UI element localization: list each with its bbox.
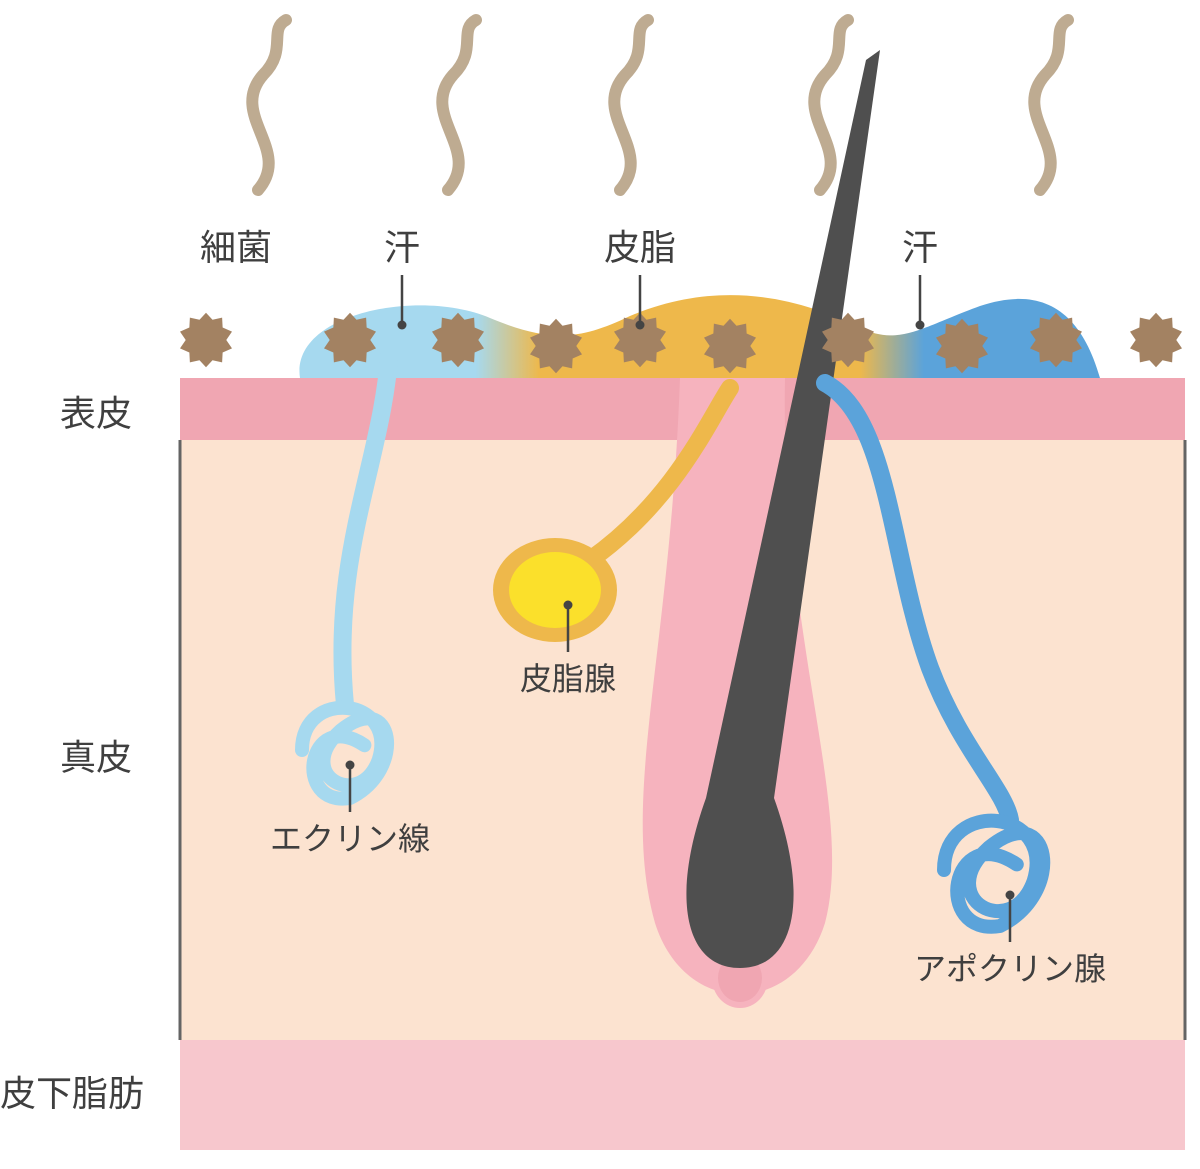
leader-dot <box>916 321 925 330</box>
label-eccrine: エクリン線 <box>270 814 430 860</box>
odor-wave <box>442 20 476 190</box>
label-bacteria: 細菌 <box>200 219 272 271</box>
label-sweat-right: 汗 <box>902 219 938 271</box>
bacteria-icon <box>180 313 232 368</box>
odor-wave <box>614 20 648 190</box>
label-epidermis: 表皮 <box>60 385 132 437</box>
odor-waves <box>252 20 1068 190</box>
label-dermis: 真皮 <box>60 729 132 781</box>
leader-dot <box>636 321 645 330</box>
leader-dot <box>398 321 407 330</box>
label-sweat-left: 汗 <box>384 219 420 271</box>
odor-wave <box>814 20 848 190</box>
bacteria-icon <box>1130 313 1182 368</box>
odor-wave <box>252 20 286 190</box>
label-subcutaneous: 皮下脂肪 <box>0 1065 144 1117</box>
leader-dot <box>346 761 355 770</box>
label-apocrine: アポクリン腺 <box>914 944 1106 990</box>
skin-diagram: 細菌 汗 皮脂 汗表皮真皮皮下脂肪 エクリン線 皮脂腺アポクリン腺 <box>0 0 1200 1169</box>
label-sebaceous: 皮脂腺 <box>520 654 616 700</box>
leader-dot <box>564 601 573 610</box>
leader-dot <box>1006 891 1015 900</box>
label-sebum: 皮脂 <box>604 219 676 271</box>
odor-wave <box>1034 20 1068 190</box>
